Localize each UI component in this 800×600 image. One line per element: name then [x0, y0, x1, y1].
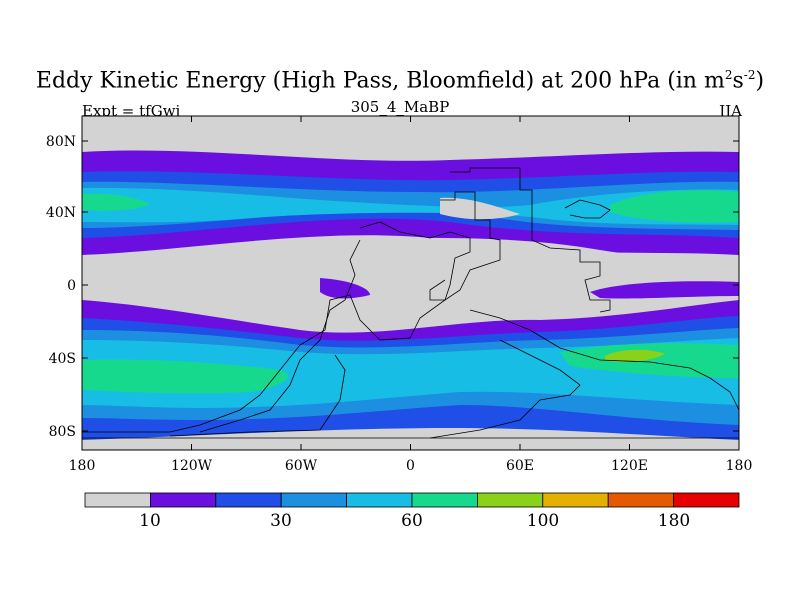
lat-tick-0: 80N — [46, 134, 76, 150]
lon-tick-6: 180 — [726, 458, 753, 474]
colorbar-box-7 — [542, 492, 609, 508]
lat-tick-4: 80S — [49, 424, 76, 440]
coastline-north-inner — [429, 191, 501, 301]
colorbar-box-5 — [411, 492, 478, 508]
coastlines — [82, 167, 739, 439]
colorbar-box-4 — [346, 492, 413, 508]
blob-south-yellowgreen — [605, 349, 665, 362]
colorbar-boxes — [84, 492, 740, 508]
colorbar-box-0 — [84, 492, 151, 508]
colorbar-label-100: 100 — [527, 511, 559, 531]
blob-north-green-west — [82, 193, 150, 211]
axis-ticks: 180 120W 60W 0 60E 120E 180 80N 40N 0 40… — [46, 116, 752, 474]
lon-tick-1: 120W — [171, 458, 213, 474]
lon-tick-2: 60W — [285, 458, 318, 474]
coastline-west — [82, 221, 471, 433]
coastline-west-inner — [199, 239, 361, 433]
coastline-east — [82, 309, 739, 439]
lon-tick-5: 120E — [611, 458, 648, 474]
lat-tick-1: 40N — [46, 205, 76, 221]
tropical-gray-west — [82, 254, 160, 271]
colorbar-box-2 — [215, 492, 282, 508]
patch-north-gray — [440, 197, 520, 220]
blob-south-green-east — [560, 343, 739, 378]
lon-tick-4: 60E — [506, 458, 534, 474]
tropical-gray-center — [250, 237, 739, 321]
colorbar-box-3 — [280, 492, 348, 508]
lon-tick-0: 180 — [69, 458, 96, 474]
polar-south-gray — [82, 428, 739, 450]
coastline-asia — [564, 199, 611, 219]
colorbar-box-6 — [476, 492, 544, 508]
tropical-purple-tongue — [320, 278, 370, 299]
experiment-subtitle: 305_4_MaBP — [350, 98, 450, 116]
colorbar-label-10: 10 — [139, 511, 161, 531]
coastline-south — [429, 339, 581, 439]
tropical-purple-east — [590, 281, 739, 299]
colorbar-box-8 — [607, 492, 675, 508]
colorbar-box-9 — [673, 492, 740, 508]
coastline-north — [450, 167, 611, 313]
colorbar-label-180: 180 — [658, 511, 690, 531]
lon-tick-3: 0 — [406, 458, 415, 474]
colorbar-label-60: 60 — [401, 511, 423, 531]
coastline-south-pole — [169, 354, 346, 437]
lat-tick-3: 40S — [49, 351, 76, 367]
blob-south-green-west — [82, 359, 289, 394]
blob-north-green-east — [610, 190, 739, 223]
contour-field — [82, 116, 739, 450]
colorbar: 10 30 60 100 180 — [84, 492, 740, 531]
lat-tick-2: 0 — [67, 278, 76, 294]
map-title: Eddy Kinetic Energy (High Pass, Bloomfie… — [35, 68, 765, 94]
colorbar-label-30: 30 — [270, 511, 292, 531]
colorbar-box-1 — [149, 492, 217, 508]
polar-north-gray — [82, 116, 739, 155]
